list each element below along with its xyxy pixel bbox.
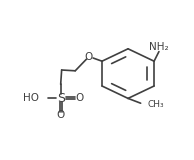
Text: O: O: [85, 52, 93, 62]
Text: O: O: [75, 93, 83, 103]
Text: O: O: [57, 110, 65, 120]
Text: HO: HO: [23, 93, 39, 103]
Text: NH₂: NH₂: [149, 42, 169, 52]
Text: CH₃: CH₃: [147, 100, 164, 109]
Text: S: S: [57, 92, 65, 104]
